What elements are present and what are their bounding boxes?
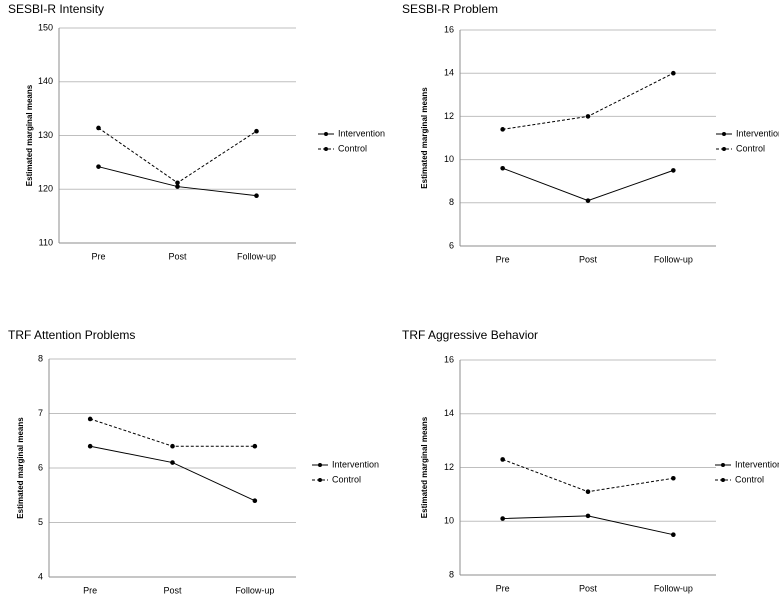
legend-marker	[722, 132, 726, 136]
y-tick-label: 6	[449, 240, 454, 250]
data-point	[252, 498, 258, 504]
y-tick-label: 140	[38, 76, 53, 86]
data-point	[170, 460, 175, 465]
x-tick-label: Post	[168, 251, 187, 261]
y-tick-label: 8	[449, 569, 454, 579]
x-tick-label: Pre	[91, 251, 105, 261]
series-line	[502, 458, 674, 493]
data-point	[252, 443, 258, 449]
legend-label: Control	[338, 143, 367, 153]
y-tick-label: 12	[444, 111, 454, 121]
legend-label: Intervention	[736, 128, 779, 138]
y-tick-label: 12	[444, 462, 454, 472]
data-point	[175, 184, 180, 189]
legend-label: Control	[736, 143, 765, 153]
data-point	[671, 532, 676, 537]
data-point	[585, 114, 591, 119]
series-line	[98, 127, 257, 184]
legend-marker	[721, 463, 725, 467]
legend-marker	[722, 147, 726, 151]
y-tick-label: 5	[38, 517, 43, 527]
y-tick-label: 130	[38, 130, 53, 140]
legend-marker	[324, 147, 328, 151]
x-tick-label: Post	[163, 585, 182, 595]
series-line	[90, 418, 255, 447]
legend-label: Intervention	[338, 128, 385, 138]
y-tick-label: 16	[444, 354, 454, 364]
y-tick-label: 150	[38, 22, 53, 32]
data-point	[500, 457, 505, 462]
x-tick-label: Follow-up	[654, 583, 693, 593]
data-point	[175, 180, 180, 186]
y-tick-label: 110	[39, 237, 53, 247]
y-axis-label: Estimated marginal means	[420, 416, 429, 518]
y-tick-label: 6	[38, 462, 43, 472]
x-tick-label: Post	[579, 254, 598, 264]
chart-title: SESBI-R Intensity	[8, 2, 104, 16]
data-point	[500, 516, 505, 521]
data-point	[170, 443, 175, 449]
data-point	[96, 164, 101, 169]
data-point	[671, 70, 676, 76]
data-point	[585, 489, 591, 494]
legend-label: Control	[735, 474, 764, 484]
series-line	[502, 167, 674, 202]
data-point	[87, 416, 93, 422]
legend-marker	[318, 478, 322, 482]
series-line	[90, 445, 256, 502]
legend-marker	[318, 463, 322, 467]
y-tick-label: 10	[444, 154, 454, 164]
y-axis-label: Estimated marginal means	[16, 417, 25, 519]
data-point	[254, 128, 259, 134]
y-tick-label: 120	[38, 184, 53, 194]
x-tick-label: Pre	[496, 254, 510, 264]
data-point	[254, 193, 259, 198]
y-tick-label: 4	[38, 571, 43, 581]
series-line	[502, 515, 674, 536]
legend-label: Control	[332, 474, 361, 484]
y-axis-label: Estimated marginal means	[25, 84, 34, 186]
x-tick-label: Post	[579, 583, 598, 593]
data-point	[671, 475, 676, 481]
legend-label: Intervention	[332, 459, 379, 469]
y-tick-label: 14	[444, 68, 454, 78]
chart-title: SESBI-R Problem	[402, 2, 498, 16]
x-tick-label: Follow-up	[237, 251, 276, 261]
y-tick-label: 8	[449, 197, 454, 207]
x-tick-label: Pre	[83, 585, 97, 595]
y-axis-label: Estimated marginal means	[420, 87, 429, 189]
data-point	[500, 127, 505, 132]
data-point	[96, 125, 101, 131]
data-point	[585, 198, 591, 203]
x-tick-label: Follow-up	[654, 254, 693, 264]
y-tick-label: 14	[444, 408, 454, 418]
y-tick-label: 16	[444, 24, 454, 34]
y-tick-label: 10	[444, 516, 454, 526]
legend-marker	[324, 132, 328, 136]
series-line	[502, 72, 674, 130]
data-point	[87, 443, 93, 449]
y-tick-label: 7	[38, 408, 43, 418]
data-point	[585, 513, 591, 519]
data-point	[500, 165, 505, 171]
x-tick-label: Pre	[496, 583, 510, 593]
y-tick-label: 8	[38, 353, 43, 363]
data-point	[671, 168, 676, 173]
legend-marker	[721, 478, 725, 482]
chart-title: TRF Aggressive Behavior	[402, 328, 538, 342]
legend-label: Intervention	[735, 459, 779, 469]
chart-title: TRF Attention Problems	[8, 328, 135, 342]
x-tick-label: Follow-up	[235, 585, 274, 595]
